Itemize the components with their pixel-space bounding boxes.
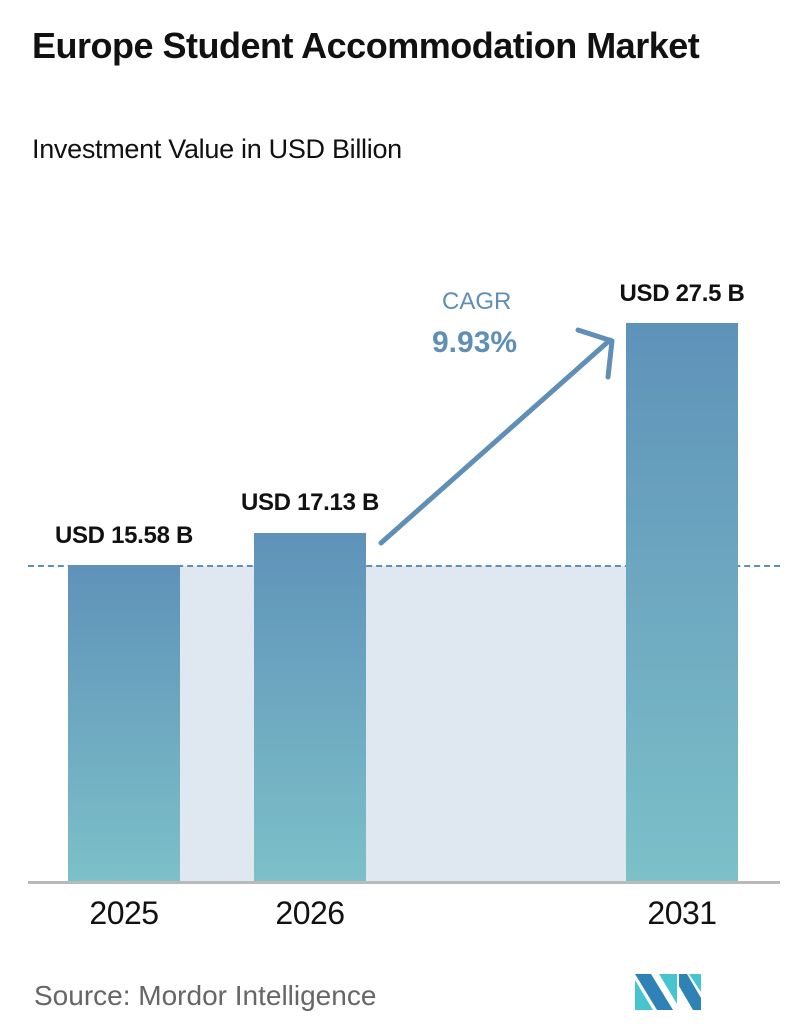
x-label-2026: 2026 [275, 895, 345, 931]
cagr-label: CAGR [442, 288, 512, 315]
x-label-2025: 2025 [89, 895, 159, 931]
value-label-2025: USD 15.58 B [54, 522, 194, 549]
value-label-2026: USD 17.13 B [240, 489, 380, 516]
bar-2025 [68, 565, 180, 881]
source-text: Source: Mordor Intelligence [34, 980, 377, 1011]
bar-2031 [626, 323, 738, 881]
value-label-2031: USD 27.5 B [619, 280, 745, 307]
cagr-value: 9.93% [432, 326, 518, 359]
background-band [366, 566, 626, 881]
x-axis [28, 881, 780, 884]
bar-2026 [254, 533, 366, 881]
background-band [180, 566, 254, 881]
reference-dashed-line [28, 565, 780, 567]
chart-subtitle: Investment Value in USD Billion [32, 134, 402, 164]
mordor-intelligence-logo-icon [635, 974, 701, 1010]
x-label-2031: 2031 [647, 895, 717, 931]
chart-title: Europe Student Accommodation Market [32, 25, 700, 66]
